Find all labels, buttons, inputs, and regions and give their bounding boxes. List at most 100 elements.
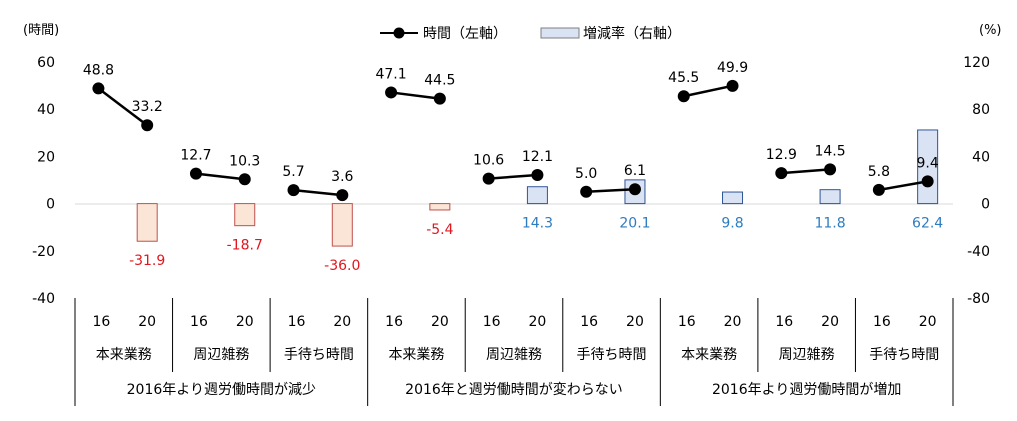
right-axis-ticks: 120 80 40 0 -40 -80 bbox=[963, 55, 990, 307]
hours-point-20 bbox=[336, 189, 349, 202]
hours-segment bbox=[586, 187, 636, 194]
hours-label-16: 12.7 bbox=[180, 148, 211, 164]
hours-label-20: 12.1 bbox=[522, 149, 553, 165]
hour-lines bbox=[97, 84, 928, 197]
group-label: 2016年より週労働時間が増加 bbox=[712, 382, 901, 398]
year-label: 16 bbox=[580, 314, 598, 330]
left-tick-label: 0 bbox=[46, 197, 55, 213]
hours-point-16 bbox=[287, 184, 300, 197]
hours-segment bbox=[781, 168, 831, 175]
left-tick-label: 20 bbox=[37, 149, 55, 165]
hours-label-16: 10.6 bbox=[473, 153, 504, 169]
year-label: 16 bbox=[92, 314, 110, 330]
hours-label-20: 3.6 bbox=[331, 169, 353, 185]
hours-label-20: 33.2 bbox=[132, 99, 163, 115]
year-label: 20 bbox=[724, 314, 742, 330]
change-bar bbox=[331, 203, 353, 247]
change-label: 11.8 bbox=[814, 216, 845, 232]
subgroup-label: 手待ち時間 bbox=[869, 347, 939, 363]
hours-point-20 bbox=[531, 169, 544, 182]
hours-label-20: 9.4 bbox=[917, 155, 939, 171]
year-label: 20 bbox=[821, 314, 839, 330]
year-label: 20 bbox=[528, 314, 546, 330]
year-label: 20 bbox=[919, 314, 937, 330]
legend-bar-label: 増減率（右軸） bbox=[583, 25, 681, 42]
hours-point-20 bbox=[726, 79, 739, 92]
hours-point-16 bbox=[385, 86, 398, 99]
subgroup-label: 本来業務 bbox=[96, 347, 152, 363]
hours-label-20: 14.5 bbox=[814, 143, 845, 159]
hours-label-20: 10.3 bbox=[229, 153, 260, 169]
year-label: 16 bbox=[775, 314, 793, 330]
year-label: 16 bbox=[483, 314, 501, 330]
right-tick-label: 80 bbox=[972, 102, 990, 118]
legend: 時間（左軸） 増減率（右軸） bbox=[380, 25, 681, 42]
hours-point-20 bbox=[824, 163, 837, 176]
hours-label-16: 5.7 bbox=[282, 164, 304, 180]
subgroup-label: 周辺雑務 bbox=[486, 347, 542, 363]
year-label: 16 bbox=[385, 314, 403, 330]
hours-label-20: 6.1 bbox=[624, 163, 646, 179]
group-label: 2016年より週労働時間が減少 bbox=[127, 381, 316, 398]
year-label: 20 bbox=[236, 314, 254, 330]
hours-segment bbox=[293, 188, 343, 197]
change-label: 14.3 bbox=[522, 216, 553, 232]
hours-segment bbox=[878, 180, 928, 192]
year-label: 20 bbox=[431, 314, 449, 330]
hours-point-16 bbox=[872, 183, 885, 196]
left-axis-ticks: 60 40 20 0 -20 -40 bbox=[32, 55, 55, 307]
hours-segment bbox=[97, 87, 148, 127]
left-axis-unit: (時間) bbox=[23, 23, 59, 38]
hours-point-16 bbox=[482, 172, 495, 185]
hours-point-20 bbox=[238, 173, 251, 186]
year-label: 16 bbox=[678, 314, 696, 330]
group-label: 2016年と週労働時間が変わらない bbox=[405, 381, 623, 398]
right-tick-label: 120 bbox=[963, 55, 990, 71]
change-label: 9.8 bbox=[721, 216, 743, 232]
change-label: 62.4 bbox=[912, 216, 943, 232]
right-tick-label: 40 bbox=[972, 149, 990, 165]
legend-line-label: 時間（左軸） bbox=[423, 26, 507, 42]
hours-label-16: 48.8 bbox=[83, 62, 114, 78]
hours-point-20 bbox=[141, 119, 154, 132]
change-bar bbox=[526, 186, 548, 205]
hours-label-16: 45.5 bbox=[668, 70, 699, 86]
right-axis-unit: (%) bbox=[979, 23, 1002, 38]
subgroup-label: 手待ち時間 bbox=[284, 347, 354, 363]
change-bar bbox=[234, 203, 256, 227]
hours-point-16 bbox=[580, 185, 593, 198]
hours-label-20: 49.9 bbox=[717, 60, 748, 76]
subgroup-label: 本来業務 bbox=[681, 347, 737, 363]
hours-label-16: 47.1 bbox=[375, 66, 406, 82]
subgroup-label: 周辺雑務 bbox=[193, 347, 249, 363]
category-table: 16 20 本来業務 16 20 周辺雑務 16 20 手待ち時間 16 20 本来業務 16 20 周辺雑… bbox=[74, 298, 954, 406]
change-bar bbox=[917, 129, 939, 205]
change-bar bbox=[429, 203, 451, 211]
year-label: 16 bbox=[873, 314, 891, 330]
hours-segment bbox=[683, 84, 733, 98]
year-label: 16 bbox=[288, 314, 306, 330]
hours-label-16: 12.9 bbox=[766, 147, 797, 163]
hours-segment bbox=[195, 172, 245, 181]
year-label: 20 bbox=[626, 314, 644, 330]
right-tick-label: -80 bbox=[967, 291, 990, 307]
hours-point-16 bbox=[677, 90, 690, 103]
change-bar bbox=[136, 203, 158, 242]
change-label: -18.7 bbox=[227, 238, 263, 254]
year-label: 20 bbox=[138, 314, 156, 330]
hours-segment bbox=[488, 173, 538, 180]
bars bbox=[136, 129, 939, 247]
subgroup-label: 手待ち時間 bbox=[577, 347, 647, 363]
year-label: 20 bbox=[333, 314, 351, 330]
hours-point-16 bbox=[775, 167, 788, 180]
hours-label-16: 5.8 bbox=[868, 164, 890, 180]
change-label: -36.0 bbox=[324, 258, 360, 274]
hours-point-20 bbox=[921, 175, 934, 188]
change-label: -31.9 bbox=[129, 253, 165, 269]
left-tick-label: 40 bbox=[37, 102, 55, 118]
hours-point-16 bbox=[92, 82, 105, 95]
legend-marker-swatch bbox=[393, 27, 405, 39]
change-label: -5.4 bbox=[426, 222, 453, 238]
hours-segment bbox=[390, 91, 441, 100]
